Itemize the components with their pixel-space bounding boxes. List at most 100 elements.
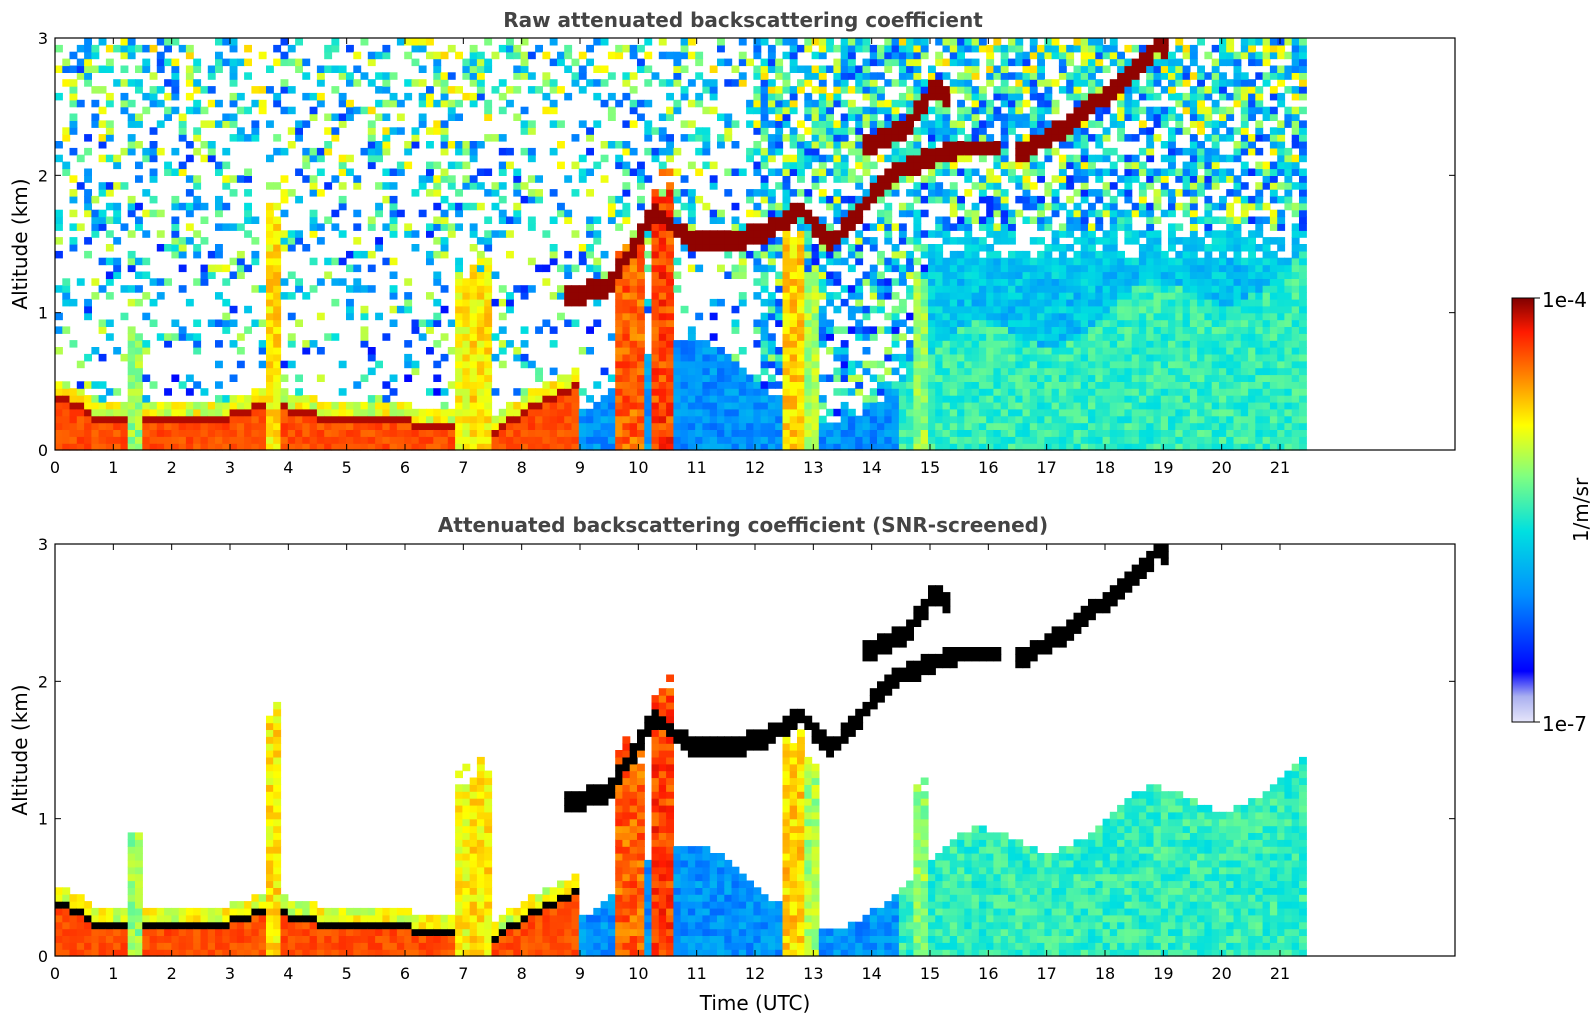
- heatmap-cell: [1000, 237, 1009, 245]
- heatmap-cell: [1095, 298, 1104, 307]
- heatmap-cell: [855, 244, 864, 252]
- heatmap-cell: [862, 86, 871, 94]
- heatmap-cell: [775, 285, 784, 293]
- heatmap-cell: [91, 223, 100, 231]
- heatmap-cell: [462, 147, 471, 156]
- heatmap-cell: [433, 79, 442, 87]
- heatmap-cell: [55, 141, 63, 149]
- heatmap-cell: [185, 237, 194, 245]
- heatmap-cell: [862, 58, 871, 67]
- heatmap-cell: [302, 147, 311, 156]
- heatmap-cell: [913, 408, 922, 417]
- heatmap-cell: [346, 285, 354, 293]
- heatmap-cell: [98, 257, 107, 266]
- heatmap-cell: [309, 429, 318, 437]
- heatmap-cell: [1037, 141, 1045, 149]
- heatmap-cell: [84, 209, 92, 218]
- heatmap-cell: [680, 44, 689, 53]
- heatmap-cell: [447, 422, 456, 430]
- heatmap-cell: [928, 285, 936, 293]
- heatmap-cell: [928, 401, 936, 410]
- heatmap-cell: [884, 436, 893, 444]
- heatmap-cell: [978, 340, 987, 348]
- heatmap-cell: [877, 278, 885, 286]
- heatmap-cell: [847, 175, 856, 183]
- heatmap-cell: [266, 347, 274, 355]
- heatmap-cell: [586, 134, 594, 142]
- heatmap-cell: [1000, 154, 1009, 163]
- heatmap-cell: [833, 408, 842, 417]
- heatmap-cell: [855, 79, 864, 87]
- heatmap-cell: [382, 99, 391, 108]
- heatmap-cell: [105, 134, 114, 142]
- heatmap-cell: [1058, 298, 1067, 307]
- heatmap-cell: [84, 436, 92, 444]
- heatmap-cell: [527, 147, 536, 156]
- heatmap-cell: [1095, 51, 1104, 60]
- heatmap-cell: [215, 415, 223, 424]
- heatmap-cell: [542, 429, 551, 437]
- heatmap-cell: [1088, 347, 1096, 355]
- heatmap-cell: [877, 72, 885, 80]
- heatmap-cell: [127, 367, 136, 376]
- heatmap-cell: [629, 422, 638, 430]
- heatmap-cell: [185, 72, 194, 80]
- heatmap-cell: [215, 443, 223, 451]
- heatmap-cell: [266, 202, 274, 211]
- heatmap-cell: [731, 326, 740, 334]
- heatmap-cell: [506, 51, 514, 60]
- heatmap-cell: [913, 230, 922, 238]
- heatmap-cell: [1102, 319, 1111, 327]
- heatmap-cell: [913, 58, 922, 67]
- heatmap-cell: [1066, 312, 1075, 321]
- heatmap-cell: [135, 161, 143, 170]
- heatmap-cell: [1058, 367, 1067, 376]
- heatmap-cell: [1066, 44, 1075, 53]
- heatmap-cell: [797, 161, 805, 170]
- heatmap-cell: [884, 58, 893, 67]
- heatmap-cell: [775, 182, 784, 190]
- heatmap-cell: [906, 147, 914, 156]
- heatmap-cell: [324, 182, 333, 190]
- heatmap-cell: [1073, 106, 1082, 115]
- heatmap-cell: [928, 326, 936, 334]
- heatmap-cell: [98, 86, 107, 94]
- heatmap-cell: [629, 298, 638, 307]
- heatmap-cell: [942, 72, 951, 80]
- heatmap-cell: [55, 381, 63, 389]
- heatmap-cell: [1095, 264, 1104, 273]
- heatmap-cell: [1058, 72, 1067, 80]
- heatmap-cell: [804, 99, 813, 108]
- heatmap-cell: [906, 161, 914, 170]
- heatmap-cell: [920, 175, 929, 183]
- heatmap-cell: [760, 175, 769, 183]
- heatmap-cell: [1080, 175, 1089, 183]
- heatmap-cell: [1051, 292, 1060, 300]
- heatmap-cell: [615, 353, 624, 362]
- heatmap-cell: [884, 182, 893, 190]
- heatmap-cell: [789, 408, 798, 417]
- heatmap-cell: [527, 51, 536, 60]
- heatmap-cell: [957, 367, 965, 376]
- heatmap-cell: [120, 79, 129, 87]
- heatmap-cell: [418, 436, 427, 444]
- heatmap-cell: [862, 202, 871, 211]
- heatmap-cell: [513, 436, 522, 444]
- heatmap-cell: [651, 326, 660, 334]
- heatmap-cell: [287, 443, 296, 451]
- heatmap-cell: [869, 374, 878, 382]
- heatmap-cell: [913, 72, 922, 80]
- heatmap-cell: [244, 436, 252, 444]
- heatmap-cell: [1037, 237, 1045, 245]
- heatmap-cell: [1109, 388, 1118, 396]
- heatmap-cell: [957, 147, 965, 156]
- heatmap-cell: [978, 141, 987, 149]
- heatmap-cell: [658, 230, 667, 238]
- heatmap-cell: [891, 381, 900, 389]
- heatmap-cell: [993, 182, 1002, 190]
- heatmap-cell: [855, 127, 864, 135]
- heatmap-cell: [971, 127, 980, 135]
- heatmap-cell: [826, 237, 834, 245]
- heatmap-cell: [913, 429, 922, 437]
- heatmap-cell: [1008, 388, 1016, 396]
